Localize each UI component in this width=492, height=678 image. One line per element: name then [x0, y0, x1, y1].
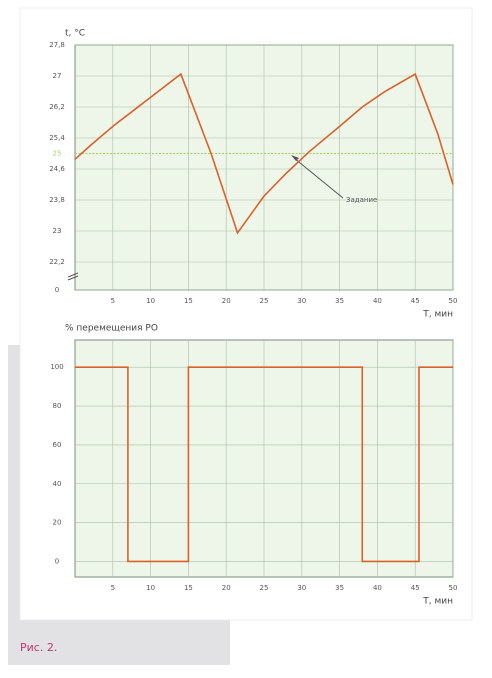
- x-tick-label: 50: [449, 297, 458, 305]
- data-line: [74, 72, 454, 235]
- y-tick-label: 60: [53, 441, 62, 449]
- y-tick-label: 20: [53, 519, 62, 527]
- x-tick-label: 30: [297, 584, 306, 592]
- x-tick-label: 15: [184, 584, 193, 592]
- y-axis-label: % перемещения РО: [65, 324, 158, 334]
- x-tick-label: 35: [335, 584, 344, 592]
- x-axis-label: T, мин: [422, 597, 453, 607]
- y-tick-label: 0: [55, 557, 59, 565]
- x-tick-label: 30: [297, 297, 306, 305]
- x-tick-label: 5: [111, 297, 115, 305]
- x-tick-label: 40: [373, 584, 382, 592]
- y-tick-label: 40: [53, 480, 62, 488]
- y-tick-label: 22,2: [49, 258, 65, 266]
- y-tick-label: 23: [53, 227, 62, 235]
- x-tick-label: 45: [411, 297, 420, 305]
- x-tick-label: 5: [111, 584, 115, 592]
- y-tick-label: 23,8: [49, 196, 65, 204]
- x-tick-label: 10: [146, 297, 155, 305]
- y-tick-label: 27: [53, 72, 62, 80]
- x-axis-label: T, мин: [422, 310, 453, 320]
- y-tick-label: 80: [53, 402, 62, 410]
- x-tick-label: 20: [222, 297, 231, 305]
- y-tick-label: 27,8: [49, 41, 65, 49]
- annotation-arrow: [293, 157, 344, 199]
- x-tick-label: 50: [449, 584, 458, 592]
- x-tick-label: 20: [222, 584, 231, 592]
- data-line: [75, 366, 453, 563]
- arrow-head: [291, 155, 299, 161]
- axis-break: [67, 272, 79, 278]
- caption: Рис. 2.: [20, 641, 57, 654]
- x-tick-label: 35: [335, 297, 344, 305]
- x-tick-label: 25: [260, 584, 269, 592]
- y-tick-label: 0: [55, 286, 59, 294]
- x-tick-label: 45: [411, 584, 420, 592]
- x-tick-label: 15: [184, 297, 193, 305]
- y-tick-label: 24,6: [49, 165, 65, 173]
- x-tick-label: 25: [260, 297, 269, 305]
- y-tick-label: 100: [50, 363, 63, 371]
- setpoint-label: 25: [53, 150, 62, 158]
- annotation: Задание: [346, 196, 377, 204]
- axis-break: [67, 275, 79, 281]
- y-tick-label: 26,2: [49, 103, 65, 111]
- y-axis-label: t, °C: [65, 29, 85, 39]
- x-tick-label: 10: [146, 584, 155, 592]
- x-tick-label: 40: [373, 297, 382, 305]
- y-tick-label: 25,4: [49, 134, 65, 142]
